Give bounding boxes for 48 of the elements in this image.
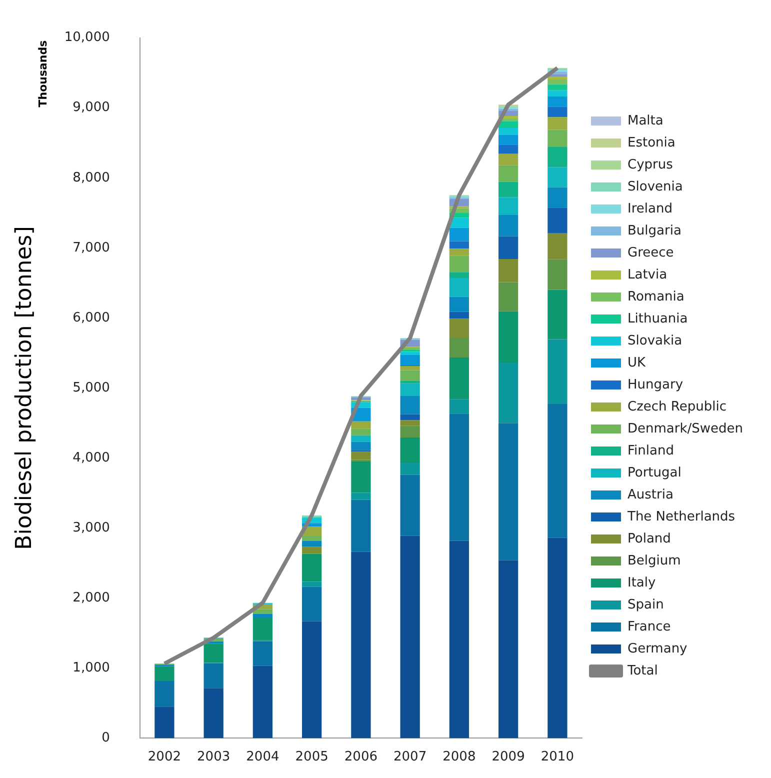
text: Thousands [36,40,50,108]
x-tick-label: 2006 [344,749,378,764]
x-tick-label: 2002 [148,749,181,764]
x-tick-label: 2007 [394,749,427,764]
y-tick-label: 10,000 [64,30,110,46]
legend-label: Germany [628,641,688,656]
legend-label: Italy [628,575,656,590]
y-tick-label: 5,000 [72,380,110,396]
y-tick-label: 4,000 [72,450,110,466]
legend-label: Portugal [628,465,682,480]
y-tick-label: 1,000 [72,660,110,676]
x-tick-label: 2008 [442,749,476,764]
y-axis-title: Biodiesel production [tonnes] [12,226,37,550]
y-tick-label: 2,000 [72,590,110,606]
legend-label: Total [626,663,658,678]
legend-label: France [628,619,671,634]
legend-label: Cyprus [628,157,674,172]
y-tick-label: 7,000 [72,240,110,256]
y-tick-label: 8,000 [72,170,110,186]
legend-label: Belgium [628,553,681,568]
legend-label: Ireland [628,201,672,216]
legend-label: Bulgaria [628,223,682,238]
legend-label: Greece [628,245,674,260]
legend-label: Lithuania [628,311,688,326]
y-tick-label: 3,000 [72,520,110,536]
legend-label: Slovakia [628,333,682,348]
x-tick-label: 2010 [540,749,574,764]
x-tick-label: 2003 [197,749,230,764]
legend-label: Romania [628,289,684,304]
y-tick-label: 9,000 [72,100,110,116]
legend-label: Czech Republic [628,399,726,414]
legend-label: Slovenia [628,179,683,194]
legend-label: Austria [628,487,674,502]
legend-label: Poland [628,531,671,546]
legend-label: Finland [628,443,674,458]
legend-label: Spain [628,597,664,612]
x-tick-label: 2004 [246,749,280,764]
y-tick-label: 0 [102,730,110,746]
legend-label: Latvia [628,267,668,282]
legend-label: The Netherlands [626,509,736,524]
legend-label: Denmark/Sweden [628,421,744,436]
legend-label: Hungary [628,377,684,392]
y-tick-label: 6,000 [72,310,110,326]
legend-label: UK [628,355,646,370]
x-tick-label: 2005 [295,749,328,764]
legend-label: Estonia [628,135,676,150]
x-tick-label: 2009 [492,749,525,764]
legend-label: Malta [628,113,664,128]
